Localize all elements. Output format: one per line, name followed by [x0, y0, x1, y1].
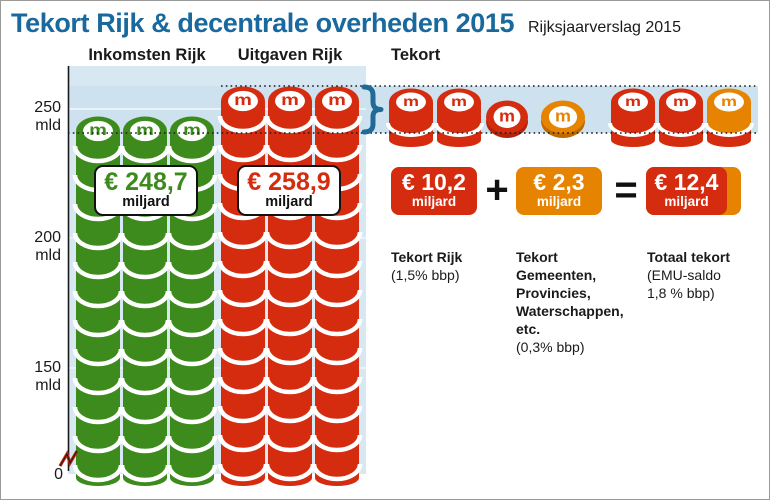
totaal-tekort-amount: € 12,4 — [654, 169, 719, 196]
totaal-tekort-label: Totaal tekort — [647, 249, 730, 265]
expense-unit: miljard — [265, 194, 313, 211]
svg-text:m: m — [183, 121, 201, 138]
tekort-decentraal-amount: € 2,3 — [533, 169, 585, 196]
coin-single-tekort-decentraal: m — [541, 100, 585, 138]
income-unit: miljard — [122, 194, 170, 211]
page-title: Tekort Rijk & decentrale overheden 2015 — [11, 8, 515, 38]
svg-text:m: m — [89, 121, 107, 138]
coin-stack-totaal-1: m — [608, 88, 658, 147]
svg-text:m: m — [281, 91, 299, 108]
tekort-decentraal-unit: miljard — [536, 194, 582, 210]
coin-stack-tekort-rijk-1: m — [386, 88, 436, 147]
tekort-rijk-value-box: € 10,2 miljard — [391, 167, 477, 215]
svg-text:m: m — [625, 94, 641, 110]
svg-text:m: m — [721, 94, 737, 110]
expense-value-box: € 258,9 miljard — [237, 165, 341, 216]
tekort-rijk-amount: € 10,2 — [402, 169, 466, 196]
y-tick-200: 200 mld — [34, 229, 61, 264]
tekort-decentraal-note: (0,3% bbp) — [516, 339, 585, 355]
tekort-rijk-note: (1,5% bbp) — [391, 267, 460, 283]
tekort-rijk-unit: miljard — [411, 194, 457, 210]
totaal-tekort-value-box: € 12,4 miljard — [646, 167, 741, 215]
column-header-inkomsten: Inkomsten Rijk — [88, 46, 206, 64]
axis-break-icon — [58, 450, 79, 467]
equals-operator: = — [614, 168, 638, 212]
y-tick-250: 250 mld — [34, 99, 61, 134]
column-header-tekort: Tekort — [391, 46, 441, 64]
y-tick-0: 0 — [54, 466, 63, 483]
svg-text:m: m — [673, 94, 689, 110]
coin-stack-totaal-2: m — [656, 88, 706, 147]
svg-text:m: m — [136, 121, 154, 138]
coin-single-tekort-rijk: m — [486, 100, 528, 138]
y-tick-150: 150 mld — [34, 359, 61, 394]
totaal-tekort-caption: Totaal tekort (EMU-saldo 1,8 % bbp) — [647, 230, 765, 302]
tekort-rijk-caption: Tekort Rijk (1,5% bbp) — [391, 230, 511, 284]
column-header-uitgaven: Uitgaven Rijk — [237, 46, 343, 64]
totaal-tekort-unit: miljard — [664, 194, 709, 210]
tekort-decentraal-value-box: € 2,3 miljard — [516, 167, 602, 215]
coin-stack-totaal-3: m — [704, 88, 754, 147]
svg-text:m: m — [328, 91, 346, 108]
tekort-rijk-label: Tekort Rijk — [391, 249, 463, 265]
svg-text:m: m — [555, 106, 571, 125]
source-label: Rijksjaarverslag 2015 — [528, 19, 681, 36]
tekort-decentraal-caption: Tekort Gemeenten, Provincies, Waterschap… — [516, 230, 644, 356]
tekort-decentraal-label: Tekort Gemeenten, Provincies, Waterschap… — [516, 249, 624, 337]
income-value-box: € 248,7 miljard — [94, 165, 198, 216]
plus-operator: + — [485, 168, 509, 212]
expense-amount: € 258,9 — [247, 168, 331, 197]
coin-stack-tekort-rijk-2: m — [434, 88, 484, 147]
totaal-tekort-red-panel: € 12,4 miljard — [646, 167, 727, 215]
totaal-tekort-note: (EMU-saldo 1,8 % bbp) — [647, 267, 721, 301]
svg-text:m: m — [403, 94, 419, 110]
svg-text:m: m — [451, 94, 467, 110]
svg-text:m: m — [499, 106, 515, 125]
svg-text:m: m — [234, 91, 252, 108]
brace-icon — [361, 84, 384, 135]
income-amount: € 248,7 — [104, 168, 188, 197]
